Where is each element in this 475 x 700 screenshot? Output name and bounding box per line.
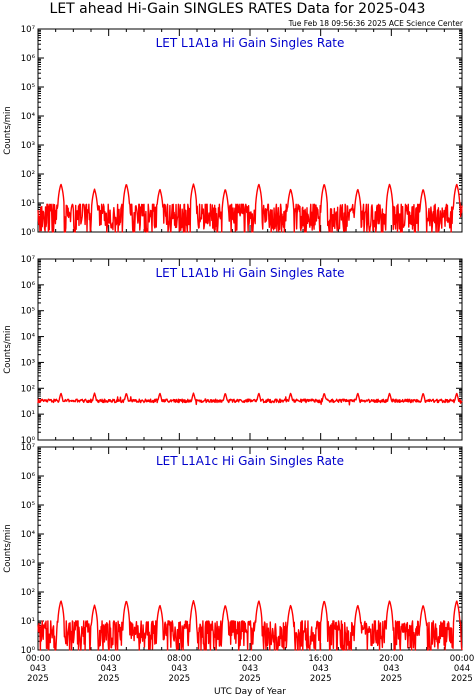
chart-panel-3: 10⁰ 10¹ 10² 10³ 10⁴ 10⁵ 10⁶ 10⁷ Counts/min LET L1…	[3, 443, 463, 656]
x-tick-label-time: 12:00	[238, 654, 263, 664]
y-tick-label: 10⁵	[21, 83, 35, 93]
y-tick-label: 10¹	[21, 199, 35, 209]
x-tick-label-time: 20:00	[379, 654, 404, 664]
y-tick-label: 10³	[21, 559, 35, 569]
chart-panel-1: 10⁰ 10¹ 10² 10³ 10⁴ 10⁵ 10⁶ 10⁷ Counts/min LET L1…	[3, 25, 463, 238]
plot-frame	[37, 446, 463, 651]
y-tick-label: 10⁷	[21, 255, 36, 265]
y-tick-label: 10³	[21, 358, 35, 368]
panel-title: LET L1A1b Hi Gain Singles Rate	[155, 266, 344, 280]
series-line	[37, 392, 463, 406]
y-axis-label: Counts/min	[3, 325, 13, 374]
x-tick-label-year: 2025	[27, 674, 49, 684]
x-tick-label-time: 04:00	[96, 654, 121, 664]
y-tick-label: 10⁵	[21, 501, 35, 511]
y-tick-label: 10⁰	[21, 228, 36, 238]
y-tick-label: 10⁴	[21, 333, 36, 343]
y-tick-label: 10³	[21, 141, 35, 151]
y-tick-label: 10⁶	[21, 54, 36, 64]
y-tick-label: 10⁵	[21, 307, 35, 317]
x-tick-label-time: 00:00	[450, 654, 475, 664]
series-line	[37, 183, 463, 233]
y-tick-label: 10¹	[21, 617, 35, 627]
x-tick-label-year: 2025	[381, 674, 403, 684]
x-tick-label-year: 2025	[169, 674, 191, 684]
chart-panel-2: 10⁰ 10¹ 10² 10³ 10⁴ 10⁵ 10⁶ 10⁷ Counts/min LET L1…	[3, 255, 463, 446]
y-axis-label: Counts/min	[3, 524, 13, 573]
generation-timestamp: Tue Feb 18 09:56:36 2025 ACE Science Cen…	[288, 19, 463, 28]
y-tick-label: 10²	[21, 384, 35, 394]
y-tick-label: 10⁶	[21, 472, 36, 482]
x-tick-label-year: 2025	[451, 674, 473, 684]
y-tick-label: 10⁷	[21, 25, 36, 35]
x-tick-label-time: 08:00	[167, 654, 192, 664]
x-tick-label-year: 2025	[310, 674, 332, 684]
x-tick-label-time: 16:00	[308, 654, 333, 664]
y-tick-label: 10⁷	[21, 443, 36, 453]
x-tick-label-doy: 043	[101, 664, 117, 674]
x-tick-label-doy: 043	[171, 664, 187, 674]
x-tick-label-doy: 043	[30, 664, 46, 674]
y-tick-label: 10⁴	[21, 530, 36, 540]
panel-title: LET L1A1a Hi Gain Singles Rate	[156, 36, 345, 50]
x-tick-label-doy: 043	[313, 664, 329, 674]
y-tick-label: 10⁰	[21, 646, 36, 656]
plot-frame	[37, 28, 463, 233]
y-tick-label: 10⁶	[21, 281, 36, 291]
y-tick-label: 10¹	[21, 410, 35, 420]
y-tick-label: 10²	[21, 588, 35, 598]
x-axis-label: UTC Day of Year	[214, 687, 286, 697]
x-tick-label-doy: 043	[242, 664, 258, 674]
y-tick-label: 10⁴	[21, 112, 36, 122]
x-tick-label-doy: 043	[383, 664, 399, 674]
x-tick-label-year: 2025	[239, 674, 261, 684]
page-title: LET ahead Hi-Gain SINGLES RATES Data for…	[49, 1, 426, 17]
panel-title: LET L1A1c Hi Gain Singles Rate	[156, 454, 344, 468]
x-tick-label-doy: 044	[454, 664, 470, 674]
y-tick-label: 10²	[21, 170, 35, 180]
x-axis: 00:00043202504:00043202508:00043202512:0…	[26, 654, 475, 697]
x-tick-label-year: 2025	[98, 674, 120, 684]
y-tick-label: 10⁰	[21, 436, 36, 446]
series-line	[37, 600, 463, 651]
x-tick-label-time: 00:00	[26, 654, 51, 664]
y-axis-label: Counts/min	[3, 106, 13, 155]
plot-frame	[37, 258, 463, 441]
